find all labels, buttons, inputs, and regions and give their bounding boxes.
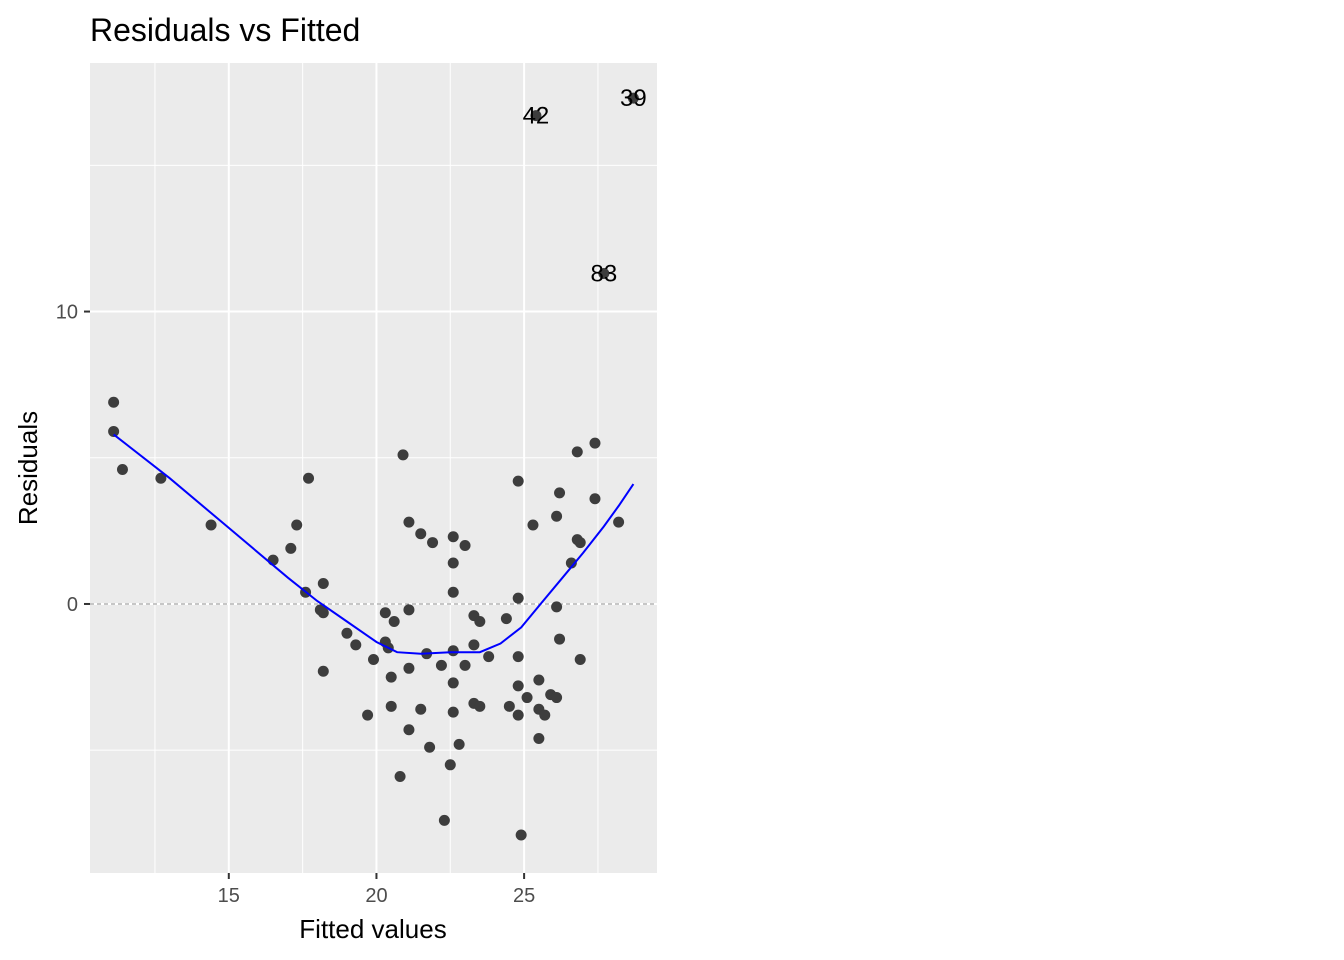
data-point — [108, 396, 120, 408]
data-point — [521, 692, 533, 704]
data-point — [512, 651, 524, 663]
data-point — [627, 92, 639, 104]
x-axis: 15 20 25 — [218, 873, 535, 907]
data-point — [291, 519, 303, 531]
data-point — [503, 700, 515, 712]
data-point — [453, 738, 465, 750]
data-point — [438, 814, 450, 826]
data-point — [427, 537, 439, 549]
data-point — [415, 528, 427, 540]
data-point — [447, 557, 459, 569]
data-point — [447, 677, 459, 689]
data-point — [554, 633, 566, 645]
data-point — [403, 604, 415, 616]
data-point — [415, 703, 427, 715]
data-point — [317, 607, 329, 619]
data-point — [350, 639, 362, 651]
x-tick-label: 15 — [218, 885, 240, 907]
data-point — [574, 654, 586, 666]
data-point — [385, 700, 397, 712]
data-point — [533, 674, 545, 686]
x-tick-label: 20 — [365, 885, 387, 907]
data-point — [447, 706, 459, 718]
data-point — [530, 110, 542, 122]
data-point — [317, 665, 329, 677]
data-point — [533, 732, 545, 744]
data-point — [574, 537, 586, 549]
data-point — [598, 268, 610, 280]
data-point — [317, 578, 329, 590]
data-point — [459, 659, 471, 671]
data-point — [444, 759, 456, 771]
data-point — [362, 709, 374, 721]
data-point — [116, 463, 128, 475]
data-point — [447, 531, 459, 543]
data-point — [447, 645, 459, 657]
data-point — [368, 654, 379, 666]
x-tick-label: 25 — [513, 885, 535, 907]
x-axis-title: Fitted values — [299, 914, 446, 944]
y-axis: 0 10 — [56, 302, 90, 616]
smooth-line — [112, 433, 635, 655]
data-point — [285, 542, 297, 554]
data-point — [394, 771, 406, 783]
data-point — [388, 616, 400, 628]
data-point — [551, 601, 563, 613]
residual-points — [108, 92, 639, 841]
data-point — [303, 472, 315, 484]
data-point — [512, 475, 524, 487]
data-point — [512, 680, 524, 692]
data-point — [397, 449, 409, 461]
data-point — [571, 446, 583, 458]
plot-panel — [90, 63, 657, 873]
y-tick-label: 10 — [56, 302, 78, 324]
data-point — [554, 487, 566, 499]
outlier-label: 42 — [523, 103, 550, 130]
chart-title: Residuals vs Fitted — [90, 12, 360, 48]
data-point — [341, 627, 353, 639]
data-point — [539, 709, 551, 721]
data-point — [385, 671, 397, 683]
data-point — [512, 709, 524, 721]
data-point — [424, 741, 436, 753]
data-point — [483, 651, 495, 663]
data-point — [403, 724, 415, 736]
data-point — [403, 516, 415, 528]
data-point — [527, 519, 539, 531]
data-point — [515, 829, 527, 841]
data-point — [551, 510, 563, 522]
outlier-labels: 42 83 39 — [523, 85, 647, 287]
data-point — [447, 586, 459, 598]
data-point — [205, 519, 217, 531]
data-point — [468, 639, 480, 651]
data-point — [613, 516, 625, 528]
data-point — [512, 592, 524, 604]
data-point — [435, 659, 447, 671]
y-axis-title: Residuals — [13, 411, 43, 525]
outlier-label: 39 — [620, 85, 647, 112]
data-point — [108, 425, 120, 437]
outlier-label: 83 — [590, 261, 617, 288]
data-point — [589, 493, 601, 505]
data-point — [403, 662, 415, 674]
data-point — [589, 437, 601, 449]
data-point — [500, 613, 512, 625]
data-point — [155, 472, 167, 484]
data-point — [379, 607, 391, 619]
data-point — [565, 557, 577, 569]
minor-gridlines — [90, 63, 657, 873]
data-point — [459, 539, 471, 551]
data-point — [474, 616, 486, 628]
y-tick-label: 0 — [67, 594, 78, 616]
data-point — [551, 692, 563, 704]
data-point — [474, 700, 486, 712]
